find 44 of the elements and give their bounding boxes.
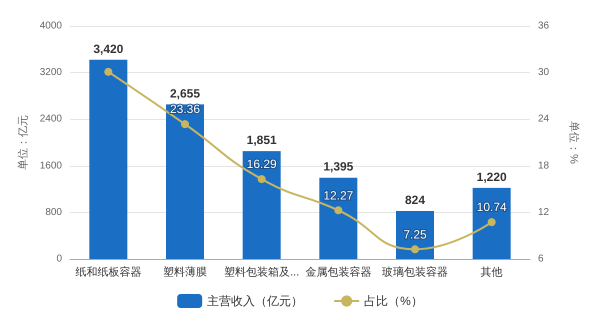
data-label: 3,420 [93,42,124,56]
point [181,120,189,128]
y2-tick-label: 36 [538,20,550,32]
point [258,175,266,184]
legend-label: 占比（%） [364,294,423,308]
y-tick-label: 1600 [40,160,62,172]
point [104,68,112,76]
data-label: 824 [404,193,426,207]
y-axis-title: 单位：亿元 [16,115,30,170]
y-tick-label: 4000 [40,20,62,32]
data-label: 2,655 [170,86,200,100]
data-label: 10.74 [476,200,508,214]
x-tick-label: 塑料包装箱及... [224,266,300,278]
data-label: 1,851 [246,133,278,148]
x-tick-label: 塑料薄膜 [163,266,207,278]
point [411,245,419,254]
x-tick-label: 金属包装容器 [305,266,372,278]
y2-tick-label: 30 [538,67,550,78]
data-label: 23.36 [170,102,200,116]
point [334,206,342,214]
x-tick-label: 其他 [480,266,503,278]
y-tick-label: 0 [56,254,62,264]
y2-tick-label: 12 [538,206,550,218]
y-tick-label: 2400 [40,114,62,125]
data-label: 12.27 [323,188,354,202]
y-tick-label: 800 [45,206,62,218]
y-tick-label: 3200 [40,67,62,78]
x-tick-label: 玻璃包装容器 [382,266,448,278]
data-label: 7.25 [403,227,427,242]
bar [242,151,281,259]
y2-axis-title: 单位：% [568,121,580,164]
y2-tick-label: 24 [538,114,550,125]
bar [319,178,358,259]
legend-label: 主营收入（亿元） [207,294,304,308]
point [488,218,496,226]
y2-tick-label: 6 [538,254,544,264]
bar [472,188,511,259]
data-label: 1,395 [323,160,354,174]
x-tick-label: 纸和纸板容器 [75,266,142,278]
y2-tick-label: 18 [538,160,550,172]
data-label: 1,220 [476,170,508,184]
bar [166,104,204,259]
data-label: 16.29 [246,157,278,172]
bar [89,60,128,259]
